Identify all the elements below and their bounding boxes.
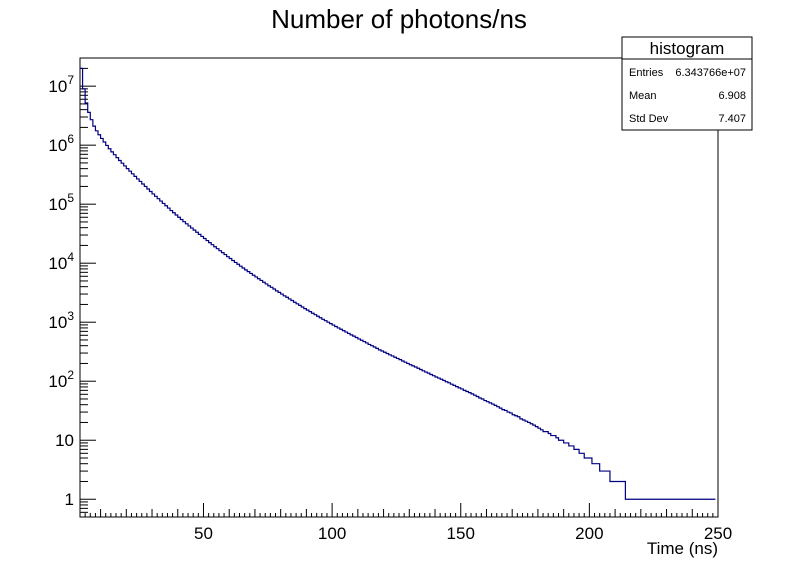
stats-box-title: histogram (650, 39, 725, 58)
stat-value-std-dev: 7.407 (718, 113, 746, 125)
histogram-line (80, 67, 716, 500)
stat-label-std-dev: Std Dev (629, 113, 669, 125)
y-tick-base: 10 (48, 77, 67, 96)
stats-box-frame (621, 36, 753, 131)
y-tick-label: 104 (48, 250, 74, 273)
stat-label-entries: Entries (629, 67, 664, 79)
y-tick-label: 102 (48, 368, 74, 391)
y-tick-base: 10 (48, 254, 67, 273)
y-tick-base: 1 (65, 490, 74, 509)
stat-label-mean: Mean (629, 90, 657, 102)
y-tick-base: 10 (48, 195, 67, 214)
stat-value-mean: 6.908 (718, 90, 746, 102)
y-tick-base: 10 (55, 431, 74, 450)
y-tick-base: 10 (48, 372, 67, 391)
y-tick-label: 103 (48, 309, 74, 332)
y-tick-label: 10 (55, 431, 74, 450)
y-tick-base: 10 (48, 136, 67, 155)
y-tick-label: 105 (48, 191, 74, 214)
stats-box: histogram Entries 6.343766e+07 Mean 6.90… (621, 36, 753, 131)
y-tick-label: 1 (65, 490, 74, 509)
x-tick-label: 100 (318, 524, 346, 543)
chart-title: Number of photons/ns (271, 4, 527, 34)
y-tick-exponent: 7 (67, 73, 74, 87)
y-tick-exponent: 4 (67, 250, 74, 264)
y-tick-exponent: 5 (67, 191, 74, 205)
stat-value-entries: 6.343766e+07 (675, 67, 746, 79)
y-tick-label: 106 (48, 132, 74, 155)
x-tick-label: 250 (704, 524, 732, 543)
x-axis-label: Time (ns) (647, 539, 718, 558)
y-tick-exponent: 2 (67, 368, 74, 382)
x-axis: 50 100 150 200 250 (79, 503, 732, 543)
y-tick-exponent: 3 (67, 309, 74, 323)
x-tick-label: 150 (447, 524, 475, 543)
x-tick-label: 50 (194, 524, 213, 543)
y-tick-label: 107 (48, 73, 74, 96)
x-tick-label: 200 (575, 524, 603, 543)
y-tick-base: 10 (48, 313, 67, 332)
y-tick-exponent: 6 (67, 132, 74, 146)
